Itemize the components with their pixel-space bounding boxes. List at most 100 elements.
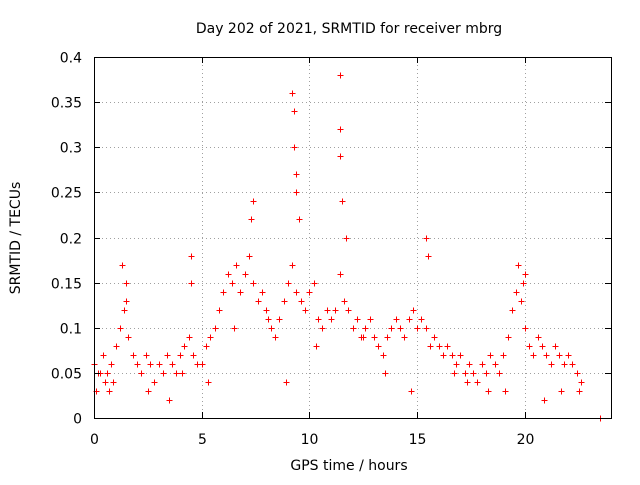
data-point [229, 280, 236, 287]
data-point [530, 352, 537, 359]
y-tick-label: 0.05 [51, 367, 82, 383]
data-point [143, 352, 150, 359]
data-point [362, 325, 369, 332]
y-tick-label: 0.15 [51, 277, 82, 293]
data-point [341, 298, 348, 305]
data-point [293, 289, 300, 296]
data-point [188, 280, 195, 287]
data-point [179, 370, 186, 377]
data-point [561, 361, 568, 368]
data-point [548, 361, 555, 368]
data-point [522, 271, 529, 278]
data-point [130, 352, 137, 359]
data-point [117, 325, 124, 332]
data-point [100, 352, 107, 359]
data-point [522, 325, 529, 332]
data-point [177, 352, 184, 359]
x-tick-label: 15 [409, 432, 427, 448]
data-point [423, 325, 430, 332]
data-point [246, 253, 253, 260]
data-point [483, 370, 490, 377]
data-point [188, 253, 195, 260]
data-point [388, 325, 395, 332]
data-point [302, 307, 309, 314]
data-point [205, 379, 212, 386]
data-point [453, 361, 460, 368]
data-point [543, 352, 550, 359]
data-point [293, 189, 300, 196]
data-point [283, 379, 290, 386]
data-point [169, 361, 176, 368]
data-point [289, 90, 296, 97]
y-tick-label: 0.25 [51, 186, 82, 202]
data-point [526, 343, 533, 350]
data-point [291, 144, 298, 151]
data-point [574, 370, 581, 377]
data-point [350, 325, 357, 332]
data-point [319, 325, 326, 332]
data-point [496, 370, 503, 377]
data-point [259, 289, 266, 296]
data-point [509, 307, 516, 314]
data-point [535, 334, 542, 341]
data-point [487, 352, 494, 359]
data-point [289, 262, 296, 269]
data-point [272, 334, 279, 341]
data-point [337, 271, 344, 278]
data-point [113, 343, 120, 350]
data-point [285, 280, 292, 287]
data-point [440, 352, 447, 359]
data-point [212, 325, 219, 332]
data-point [250, 198, 257, 205]
data-point [423, 235, 430, 242]
data-point [281, 298, 288, 305]
data-point [173, 370, 180, 377]
data-point [462, 370, 469, 377]
data-point [315, 316, 322, 323]
data-point [104, 370, 111, 377]
ticks-layer: 0 0.05 0.1 0.15 0.2 0.25 0.3 0.35 0.4 0 5 10 15 20 [51, 51, 611, 448]
data-point [539, 343, 546, 350]
data-point [343, 235, 350, 242]
data-point [145, 388, 152, 395]
data-point [255, 298, 262, 305]
data-point [337, 72, 344, 79]
data-point [298, 298, 305, 305]
data-point [470, 370, 477, 377]
data-point [345, 307, 352, 314]
y-tick-label: 0.35 [51, 96, 82, 112]
data-point [354, 316, 361, 323]
data-point [276, 316, 283, 323]
y-tick-label: 0 [73, 412, 82, 428]
data-point [311, 280, 318, 287]
y-tick-label: 0.4 [60, 51, 82, 67]
data-point [123, 280, 130, 287]
data-point [306, 289, 313, 296]
data-point [513, 289, 520, 296]
data-point [106, 388, 113, 395]
data-point [556, 352, 563, 359]
data-point [181, 343, 188, 350]
data-point [406, 316, 413, 323]
data-point [479, 361, 486, 368]
data-point [291, 108, 298, 115]
data-point [576, 388, 583, 395]
data-point [242, 271, 249, 278]
data-point [147, 361, 154, 368]
data-point [268, 325, 275, 332]
data-point [464, 379, 471, 386]
data-point [313, 343, 320, 350]
data-point [166, 397, 173, 404]
data-point [436, 343, 443, 350]
chart-title: Day 202 of 2021, SRMTID for receiver mbr… [196, 21, 502, 37]
data-point [225, 271, 232, 278]
data-point [203, 343, 210, 350]
data-point [186, 334, 193, 341]
data-point [123, 298, 130, 305]
data-point [324, 307, 331, 314]
y-axis-title: SRMTID / TECUs [8, 182, 24, 295]
y-tick-label: 0.3 [60, 141, 82, 157]
data-point [263, 307, 270, 314]
data-point [207, 334, 214, 341]
x-tick-label: 10 [301, 432, 319, 448]
